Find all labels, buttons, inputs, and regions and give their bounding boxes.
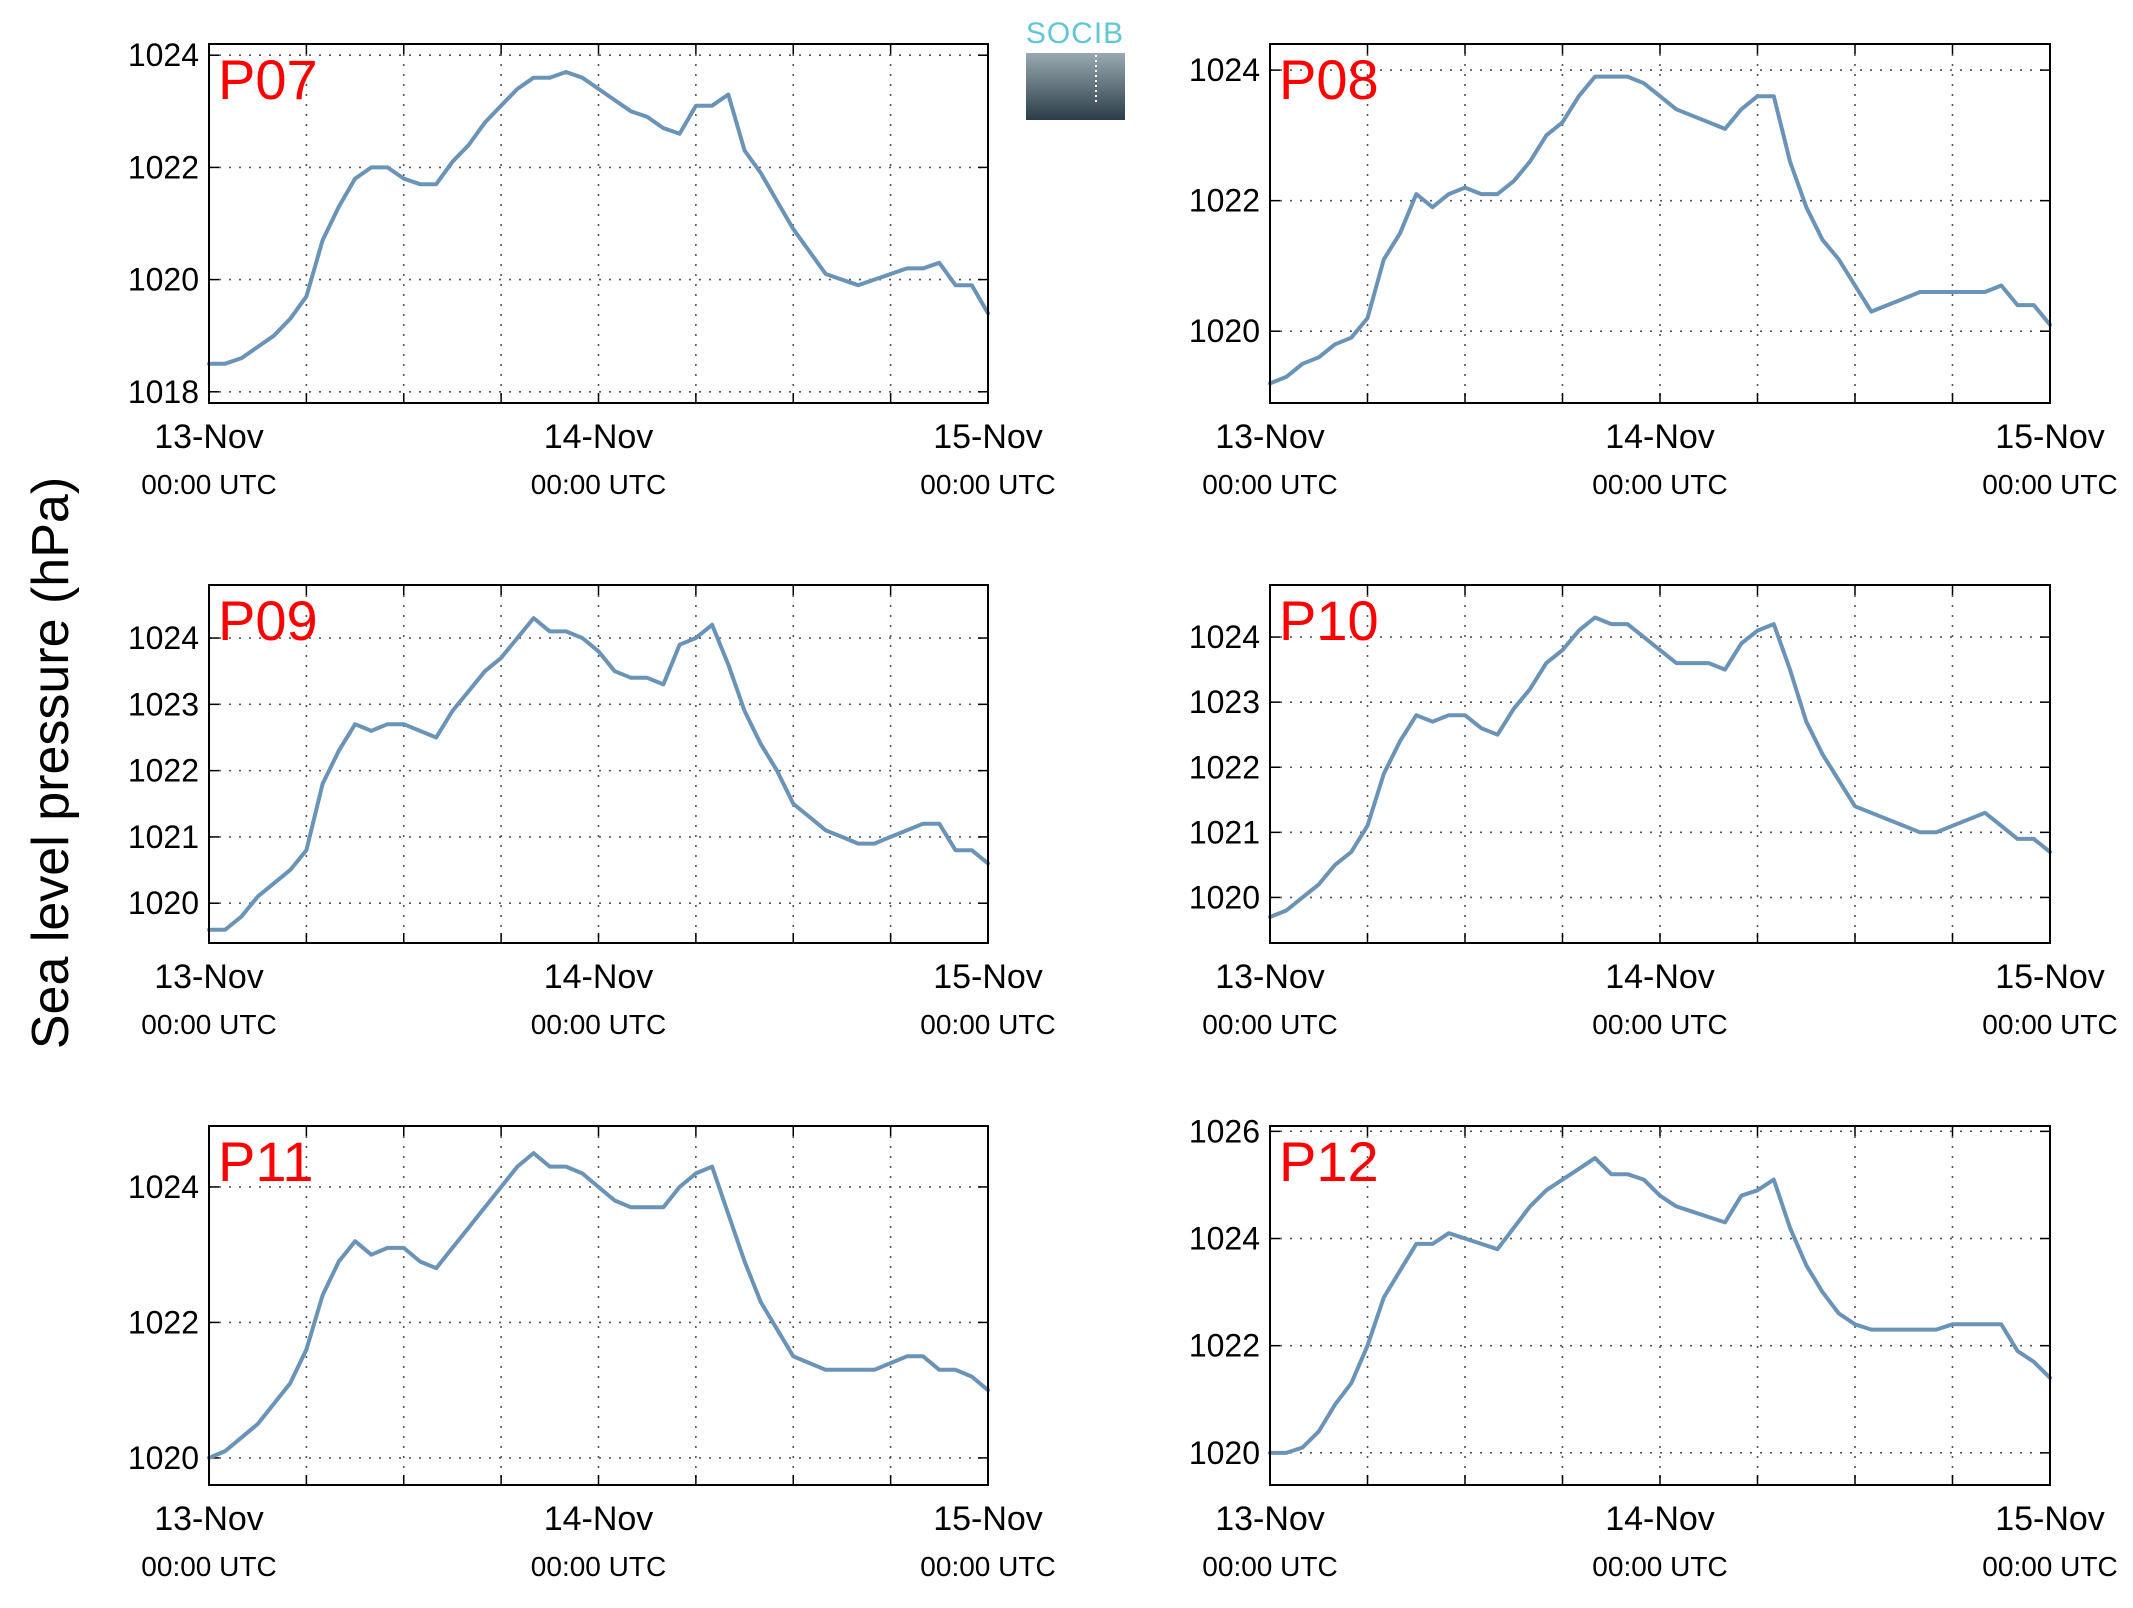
y-tick-label-p10: 1021 <box>1189 814 1260 850</box>
y-tick-label-p12: 1020 <box>1189 1435 1260 1471</box>
y-tick-label-p08: 1020 <box>1189 313 1260 349</box>
pressure-line-p11 <box>207 1151 990 1460</box>
socib-logo: SOCIB <box>1026 17 1125 120</box>
x-tick-time-p11: 00:00 UTC <box>531 1551 666 1582</box>
x-tick-date-p12: 14-Nov <box>1605 1500 1715 1538</box>
x-tick-time-p09: 00:00 UTC <box>920 1009 1055 1040</box>
x-tick-date-p07: 13-Nov <box>154 418 264 456</box>
x-tick-time-p07: 00:00 UTC <box>531 469 666 500</box>
x-tick-date-p12: 13-Nov <box>1215 1500 1325 1538</box>
y-tick-label-p08: 1022 <box>1189 183 1260 219</box>
x-tick-time-p10: 00:00 UTC <box>1592 1009 1727 1040</box>
y-tick-label-p12: 1024 <box>1189 1221 1260 1257</box>
pressure-line-p10 <box>1268 615 2052 919</box>
y-tick-label-p09: 1021 <box>128 819 199 855</box>
y-tick-label-p09: 1024 <box>128 620 199 656</box>
x-tick-date-p11: 15-Nov <box>933 1500 1043 1538</box>
x-tick-time-p12: 00:00 UTC <box>1982 1551 2117 1582</box>
x-tick-time-p08: 00:00 UTC <box>1202 469 1337 500</box>
y-tick-label-p09: 1020 <box>128 885 199 921</box>
x-tick-date-p07: 14-Nov <box>544 418 654 456</box>
pressure-line-p07 <box>207 70 990 366</box>
panel-label-p12: P12 <box>1279 1130 1379 1193</box>
x-tick-time-p10: 00:00 UTC <box>1982 1009 2117 1040</box>
panel-label-p10: P10 <box>1279 589 1379 652</box>
panel-label-p09: P09 <box>218 589 318 652</box>
logo-text: SOCIB <box>1026 17 1124 50</box>
x-tick-date-p12: 15-Nov <box>1995 1500 2105 1538</box>
y-tick-label-p12: 1026 <box>1189 1113 1260 1149</box>
panel-p08: 1020 1022 1024 13-Nov 00:00 UTC 14-Nov 00:00 U… <box>1189 43 2118 500</box>
x-tick-time-p12: 00:00 UTC <box>1202 1551 1337 1582</box>
y-tick-label-p11: 1024 <box>128 1169 199 1205</box>
y-tick-label-p09: 1023 <box>128 686 199 722</box>
x-tick-date-p11: 14-Nov <box>544 1500 654 1538</box>
pressure-line-p08 <box>1268 74 2052 386</box>
y-tick-label-p07: 1024 <box>128 37 199 73</box>
panel-p10: 1020 1021 1022 1023 1024 13-Nov 00:00 UTC 14-No… <box>1189 584 2118 1040</box>
plot-frame-p08 <box>1269 43 2051 404</box>
x-tick-time-p08: 00:00 UTC <box>1982 469 2117 500</box>
plot-frame-p11 <box>208 1125 989 1486</box>
x-tick-date-p10: 14-Nov <box>1605 958 1715 996</box>
y-tick-label-p11: 1020 <box>128 1440 199 1476</box>
logo-block <box>1026 53 1125 120</box>
x-tick-date-p07: 15-Nov <box>933 418 1043 456</box>
x-tick-time-p11: 00:00 UTC <box>141 1551 276 1582</box>
x-tick-date-p09: 15-Nov <box>933 958 1043 996</box>
panel-p12: 1020 1022 1024 1026 13-Nov 00:00 UTC 14-Nov 00:… <box>1189 1113 2118 1582</box>
x-tick-time-p07: 00:00 UTC <box>920 469 1055 500</box>
x-tick-time-p09: 00:00 UTC <box>531 1009 666 1040</box>
y-tick-label-p07: 1020 <box>128 262 199 298</box>
x-tick-time-p09: 00:00 UTC <box>141 1009 276 1040</box>
y-tick-label-p12: 1022 <box>1189 1328 1260 1364</box>
x-tick-date-p09: 14-Nov <box>544 958 654 996</box>
y-tick-label-p08: 1024 <box>1189 52 1260 88</box>
x-tick-date-p11: 13-Nov <box>154 1500 264 1538</box>
plot-frame-p09 <box>208 584 989 944</box>
x-tick-date-p08: 15-Nov <box>1995 418 2105 456</box>
panel-label-p11: P11 <box>218 1130 313 1193</box>
x-tick-date-p08: 13-Nov <box>1215 418 1325 456</box>
x-tick-time-p08: 00:00 UTC <box>1592 469 1727 500</box>
y-tick-label-p10: 1022 <box>1189 749 1260 785</box>
x-tick-time-p12: 00:00 UTC <box>1592 1551 1727 1582</box>
y-tick-label-p10: 1023 <box>1189 684 1260 720</box>
y-tick-label-p07: 1022 <box>128 149 199 185</box>
x-tick-time-p11: 00:00 UTC <box>920 1551 1055 1582</box>
y-tick-label-p07: 1018 <box>128 374 199 410</box>
y-tick-label-p10: 1024 <box>1189 619 1260 655</box>
y-tick-label-p09: 1022 <box>128 753 199 789</box>
pressure-line-p09 <box>207 616 990 932</box>
panel-label-p08: P08 <box>1279 48 1379 111</box>
y-tick-label-p10: 1020 <box>1189 879 1260 915</box>
pressure-line-p12 <box>1268 1156 2052 1455</box>
plot-frame-p12 <box>1269 1125 2051 1486</box>
x-tick-date-p10: 15-Nov <box>1995 958 2105 996</box>
panel-p11: 1020 1022 1024 13-Nov 00:00 UTC 14-Nov 00:00 U… <box>128 1125 1056 1582</box>
panel-label-p07: P07 <box>218 48 318 111</box>
plot-frame-p10 <box>1269 584 2051 944</box>
x-tick-time-p10: 00:00 UTC <box>1202 1009 1337 1040</box>
x-tick-time-p07: 00:00 UTC <box>141 469 276 500</box>
panel-p09: 1020 1021 1022 1023 1024 13-Nov 00:00 UTC 14-No… <box>128 584 1056 1040</box>
panel-p07: 1018 1020 1022 1024 13-Nov 00:00 UTC 14-Nov 00:… <box>128 37 1056 500</box>
plot-frame-p07 <box>208 43 989 404</box>
y-tick-label-p11: 1022 <box>128 1304 199 1340</box>
x-tick-date-p09: 13-Nov <box>154 958 264 996</box>
x-tick-date-p10: 13-Nov <box>1215 958 1325 996</box>
y-axis-label: Sea level pressure (hPa) <box>22 477 80 1049</box>
x-tick-date-p08: 14-Nov <box>1605 418 1715 456</box>
